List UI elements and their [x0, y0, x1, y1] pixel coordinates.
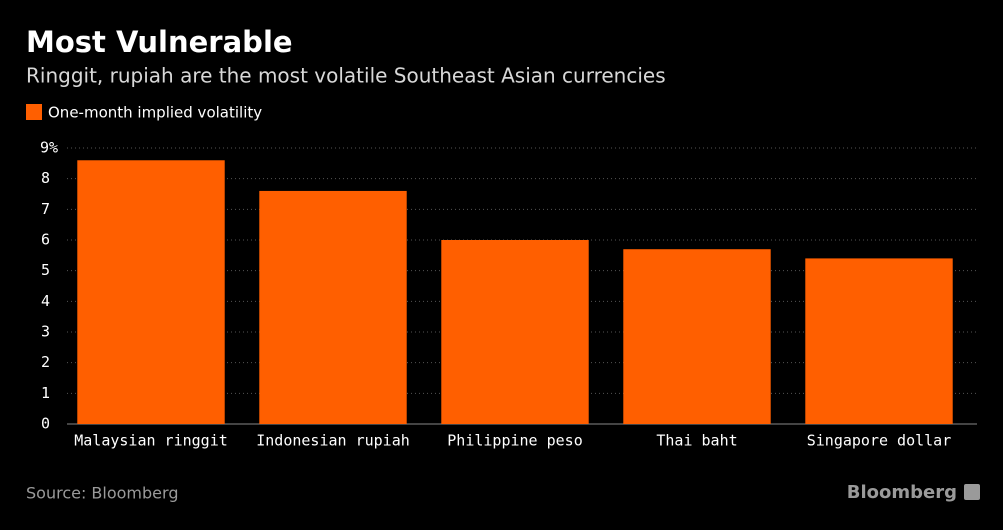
brand: Bloomberg [847, 482, 957, 503]
x-tick-label: Philippine peso [447, 432, 582, 450]
y-tick-label: 6 [41, 231, 50, 249]
chart-subtitle: Ringgit, rupiah are the most volatile So… [26, 64, 666, 88]
x-tick-label: Malaysian ringgit [74, 432, 228, 450]
bar [259, 190, 407, 424]
brand-icon [964, 484, 980, 500]
x-tick-label: Indonesian rupiah [256, 432, 410, 450]
source: Source: Bloomberg [26, 484, 178, 503]
bar [805, 258, 953, 424]
x-tick-label: Thai baht [656, 432, 737, 450]
y-tick-label: 1 [41, 384, 50, 402]
y-tick-label: 3 [41, 323, 50, 341]
bar [441, 240, 589, 424]
y-tick-label: 2 [41, 353, 50, 371]
legend-label: One-month implied volatility [48, 104, 262, 122]
y-tick-label: 0 [41, 415, 50, 433]
chart-title: Most Vulnerable [26, 25, 293, 59]
legend-swatch [26, 104, 42, 120]
y-tick-label: 5 [41, 261, 50, 279]
y-tick-label: 7 [41, 200, 50, 218]
y-tick-label: 8 [41, 169, 50, 187]
bar [623, 249, 771, 424]
x-tick-label: Singapore dollar [807, 432, 952, 450]
bar [77, 160, 225, 424]
y-tick-label: 4 [41, 292, 50, 310]
y-tick-label: 9% [40, 139, 58, 157]
